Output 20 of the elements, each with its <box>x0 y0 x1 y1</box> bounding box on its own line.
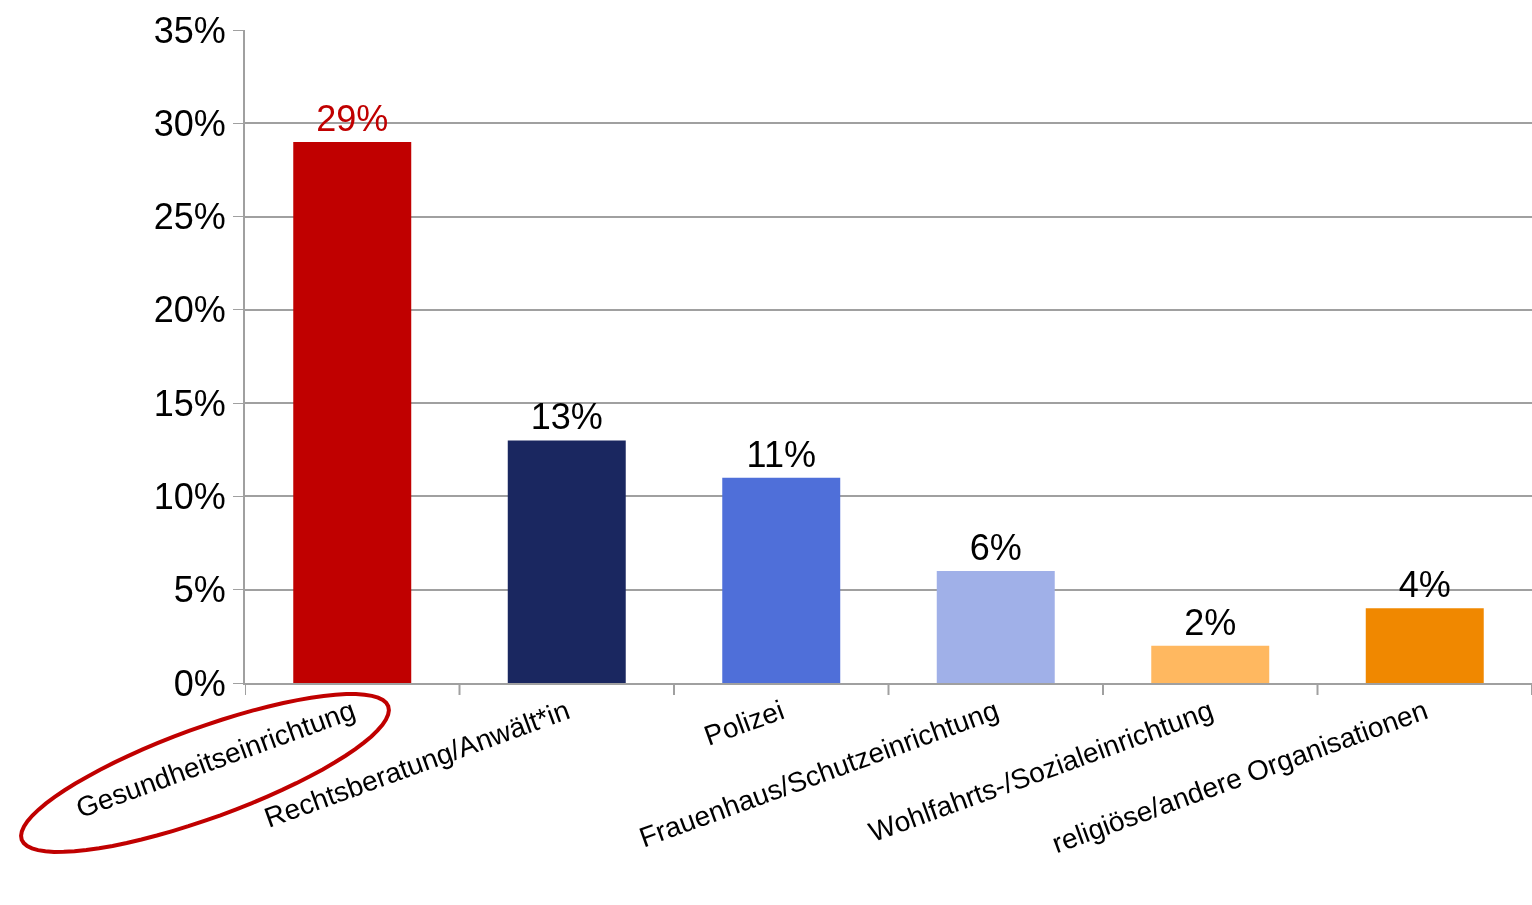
bar <box>507 440 626 683</box>
bar <box>293 141 412 683</box>
y-tick-label: 35% <box>153 9 226 51</box>
data-label: 2% <box>1184 601 1237 643</box>
y-tick-label: 15% <box>153 382 226 424</box>
data-label: 13% <box>530 396 603 438</box>
data-label: 4% <box>1398 564 1451 606</box>
y-tick-label: 5% <box>173 569 226 611</box>
bar <box>936 571 1055 683</box>
data-label: 11% <box>746 433 816 475</box>
y-tick-label: 30% <box>153 102 226 144</box>
bar <box>1365 608 1484 683</box>
y-tick-label: 25% <box>153 196 226 238</box>
data-label: 6% <box>969 527 1022 569</box>
bar <box>1151 645 1270 683</box>
data-label: 29% <box>316 97 389 139</box>
bar <box>722 477 841 683</box>
y-tick-label: 10% <box>153 476 226 518</box>
y-tick-label: 0% <box>173 662 226 704</box>
y-tick-label: 20% <box>153 289 226 331</box>
